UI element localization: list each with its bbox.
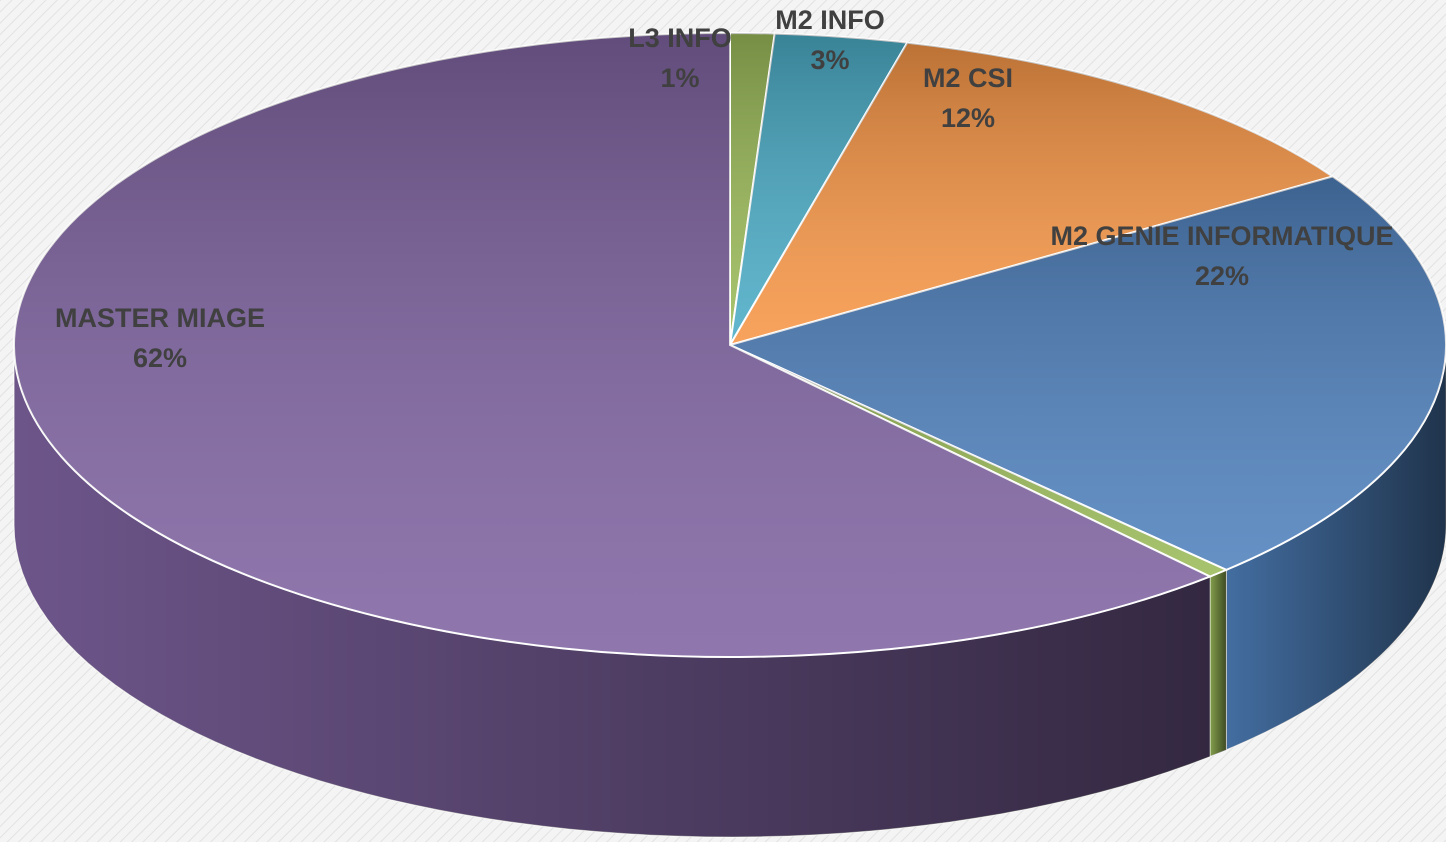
slice-side-shade: [1226, 345, 1446, 750]
data-label-name: M2 GENIE INFORMATIQUE: [1050, 221, 1393, 251]
slice-shade: [13, 33, 1210, 657]
slice-shade: [730, 345, 1227, 577]
data-label-name: M2 INFO: [775, 5, 885, 35]
data-label-value: 22%: [1195, 261, 1249, 291]
slice-shade: [730, 42, 1333, 346]
data-label-name: MASTER MIAGE: [55, 303, 265, 333]
data-label-value: 1%: [660, 63, 699, 93]
slice-shade: [730, 176, 1446, 570]
data-label-value: 12%: [941, 103, 995, 133]
data-label-name: M2 CSI: [923, 63, 1013, 93]
slice-side-shade: [14, 345, 1210, 837]
data-label-value: 3%: [810, 45, 849, 75]
slice-shade: [730, 33, 908, 345]
slice-side-shade: [1209, 569, 1227, 757]
data-label-value: 62%: [133, 343, 187, 373]
data-label-name: L3 INFO: [628, 23, 732, 53]
